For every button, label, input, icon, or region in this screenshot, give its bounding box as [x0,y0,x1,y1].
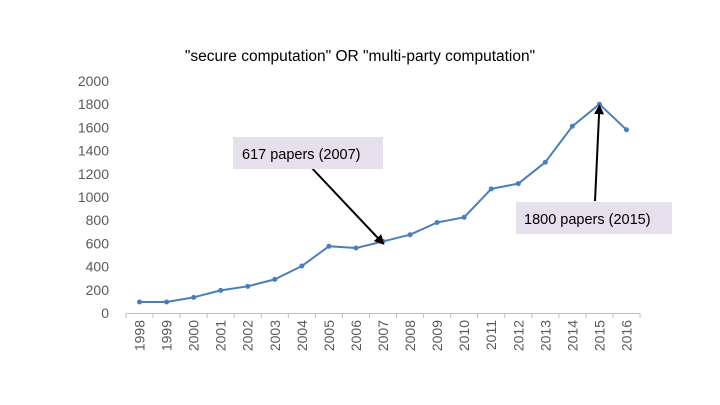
x-tick-label: 2015 [591,320,607,351]
data-point [542,159,548,165]
data-point [623,127,629,133]
data-point [488,186,494,192]
y-tick-label: 400 [86,259,110,275]
annotation-text: 617 papers (2007) [242,147,361,163]
data-point [569,123,575,129]
x-tick-label: 2013 [537,320,553,351]
x-tick-label: 2010 [456,320,472,351]
annotation-box [233,137,383,169]
y-tick-label: 2000 [78,73,109,89]
annotation-arrow [308,164,385,245]
data-point [596,101,602,107]
y-tick-label: 1400 [78,143,109,159]
y-tick-label: 1000 [78,189,109,205]
x-tick-label: 2011 [483,320,499,350]
x-tick-label: 2008 [402,320,418,351]
x-tick-label: 2004 [294,320,310,351]
x-tick-label: 2005 [321,320,337,351]
y-tick-label: 1800 [78,96,109,112]
data-point [299,263,305,269]
x-tick-label: 2001 [213,320,229,351]
chart-title: "secure computation" OR "multi-party com… [185,48,535,65]
data-point [191,294,197,300]
x-axis: 1998 1999 2000 2001 2002 2003 2004 2005 2006 2007… [125,313,641,351]
y-tick-label: 1600 [78,119,109,135]
annotation-arrow [594,104,605,202]
x-tick-label: 2000 [186,320,202,351]
x-tick-label: 2006 [348,320,364,351]
data-point [461,214,467,220]
annotation-box [516,202,672,234]
data-point [407,232,413,238]
data-point [272,276,278,282]
data-point [218,287,224,293]
x-tick-label: 2014 [564,320,580,351]
y-tick-label: 0 [101,305,109,321]
x-tick-label: 2012 [510,320,526,351]
data-point [164,299,170,305]
y-tick-label: 800 [86,212,110,228]
x-tick-label: 2007 [375,320,391,351]
x-tick-label: 1998 [132,320,148,351]
x-tick-label: 1999 [159,320,175,351]
annotation-layer: 617 papers (2007) 1800 papers (2015) [233,104,672,245]
x-tick-label: 2009 [429,320,445,351]
data-point [353,245,359,251]
x-tick-label: 2016 [618,320,634,351]
data-point [137,299,143,305]
x-tick-label: 2003 [267,320,283,351]
y-tick-label: 1200 [78,166,109,182]
y-axis: 0 200 400 600 800 1000 1200 1400 1600 1800 2000 [78,73,109,321]
data-point [245,283,251,289]
y-tick-label: 200 [86,282,110,298]
y-tick-label: 600 [86,235,110,251]
x-tick-label: 2002 [240,320,256,351]
data-point [326,243,332,249]
data-point [434,220,440,226]
data-point [515,181,521,187]
annotation-text: 1800 papers (2015) [524,212,651,228]
